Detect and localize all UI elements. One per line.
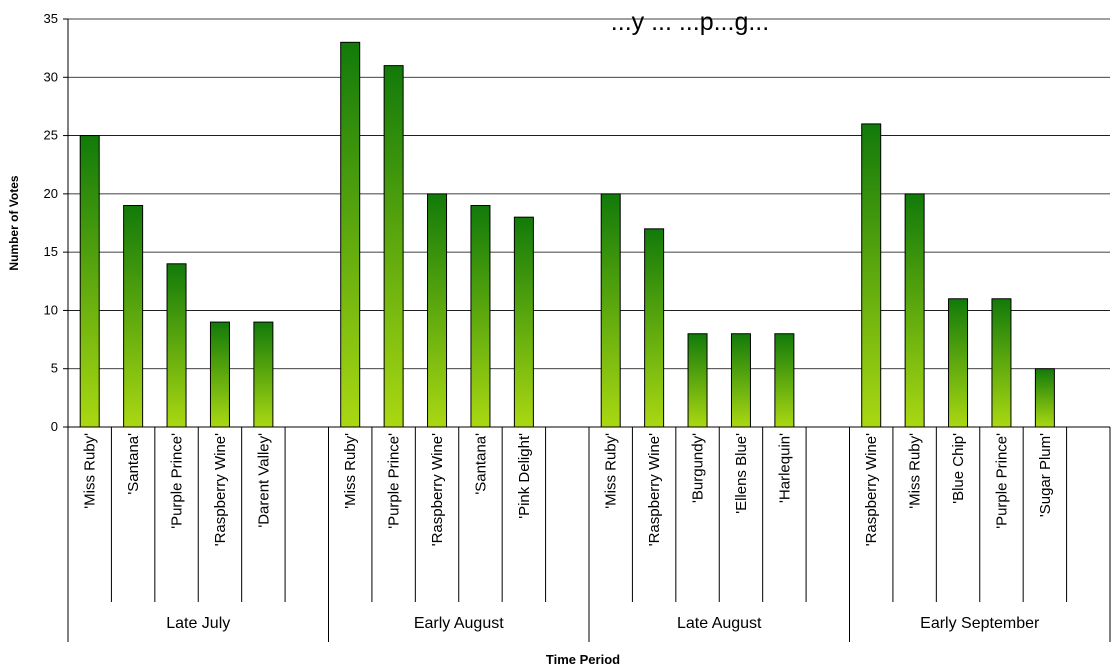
category-label: 'Purple Prince' bbox=[386, 433, 403, 529]
y-tick-label: 15 bbox=[44, 244, 58, 259]
y-tick-label: 0 bbox=[51, 419, 58, 434]
bar bbox=[1034, 368, 1055, 428]
bar bbox=[861, 123, 882, 428]
group-label: Late July bbox=[166, 615, 230, 632]
category-label: 'Blue Chip' bbox=[950, 433, 967, 504]
group-label: Early September bbox=[920, 615, 1040, 632]
category-label: 'Darent Valley' bbox=[255, 433, 272, 528]
bar bbox=[687, 333, 708, 428]
bar bbox=[209, 321, 230, 428]
category-label: 'Miss Ruby' bbox=[907, 433, 924, 509]
bars bbox=[79, 41, 1055, 428]
bar bbox=[904, 193, 925, 428]
bar bbox=[123, 205, 144, 428]
category-label: 'Pink Delight' bbox=[516, 433, 533, 519]
y-tick-label: 25 bbox=[44, 128, 58, 143]
y-tick-label: 30 bbox=[44, 69, 58, 84]
category-label: 'Miss Ruby' bbox=[342, 433, 359, 509]
bar bbox=[166, 263, 187, 428]
bar bbox=[644, 228, 665, 428]
bar bbox=[600, 193, 621, 428]
gridlines bbox=[68, 18, 1110, 428]
category-label: 'Raspberry Wine' bbox=[863, 433, 880, 546]
bar bbox=[427, 193, 448, 428]
y-tick-label: 10 bbox=[44, 302, 58, 317]
category-label: 'Miss Ruby' bbox=[603, 433, 620, 509]
category-label: 'Purple Prince' bbox=[169, 433, 186, 529]
bar bbox=[513, 216, 534, 428]
bar bbox=[948, 298, 969, 428]
bar bbox=[253, 321, 274, 428]
bar bbox=[340, 41, 361, 428]
y-tick-label: 20 bbox=[44, 186, 58, 201]
bar bbox=[730, 333, 751, 428]
bar bbox=[470, 205, 491, 428]
category-label: 'Santana' bbox=[472, 433, 489, 495]
category-label: 'Purple Prince' bbox=[993, 433, 1010, 529]
category-label: 'Raspberry Wine' bbox=[646, 433, 663, 546]
group-label: Early August bbox=[414, 615, 504, 632]
category-label: 'Miss Ruby' bbox=[82, 433, 99, 509]
category-label: 'Raspberry Wine' bbox=[212, 433, 229, 546]
y-tick-label: 5 bbox=[51, 361, 58, 376]
category-label: 'Harlequin' bbox=[776, 433, 793, 503]
bar bbox=[383, 65, 404, 428]
axes: 0 5 10 15 20 25 30 35 'Miss Ruby' 'Santana' 'Purpl… bbox=[44, 11, 1111, 642]
group-label: Late August bbox=[677, 615, 762, 632]
y-tick-label: 35 bbox=[44, 11, 58, 26]
category-label: 'Raspberry Wine' bbox=[429, 433, 446, 546]
category-label: 'Sugar Plum' bbox=[1037, 433, 1054, 517]
bar bbox=[79, 135, 100, 428]
y-axis-title: Number of Votes bbox=[7, 175, 21, 270]
bar bbox=[774, 333, 795, 428]
x-axis-title: Time Period bbox=[546, 652, 620, 667]
bar bbox=[991, 298, 1012, 428]
category-label: 'Ellens Blue' bbox=[733, 433, 750, 514]
chart-title: ...y ... ...p...g... bbox=[611, 8, 769, 36]
category-label: 'Santana' bbox=[125, 433, 142, 495]
category-label: 'Burgundy' bbox=[690, 433, 707, 503]
